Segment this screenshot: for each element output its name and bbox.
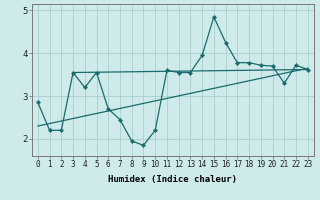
X-axis label: Humidex (Indice chaleur): Humidex (Indice chaleur) xyxy=(108,175,237,184)
